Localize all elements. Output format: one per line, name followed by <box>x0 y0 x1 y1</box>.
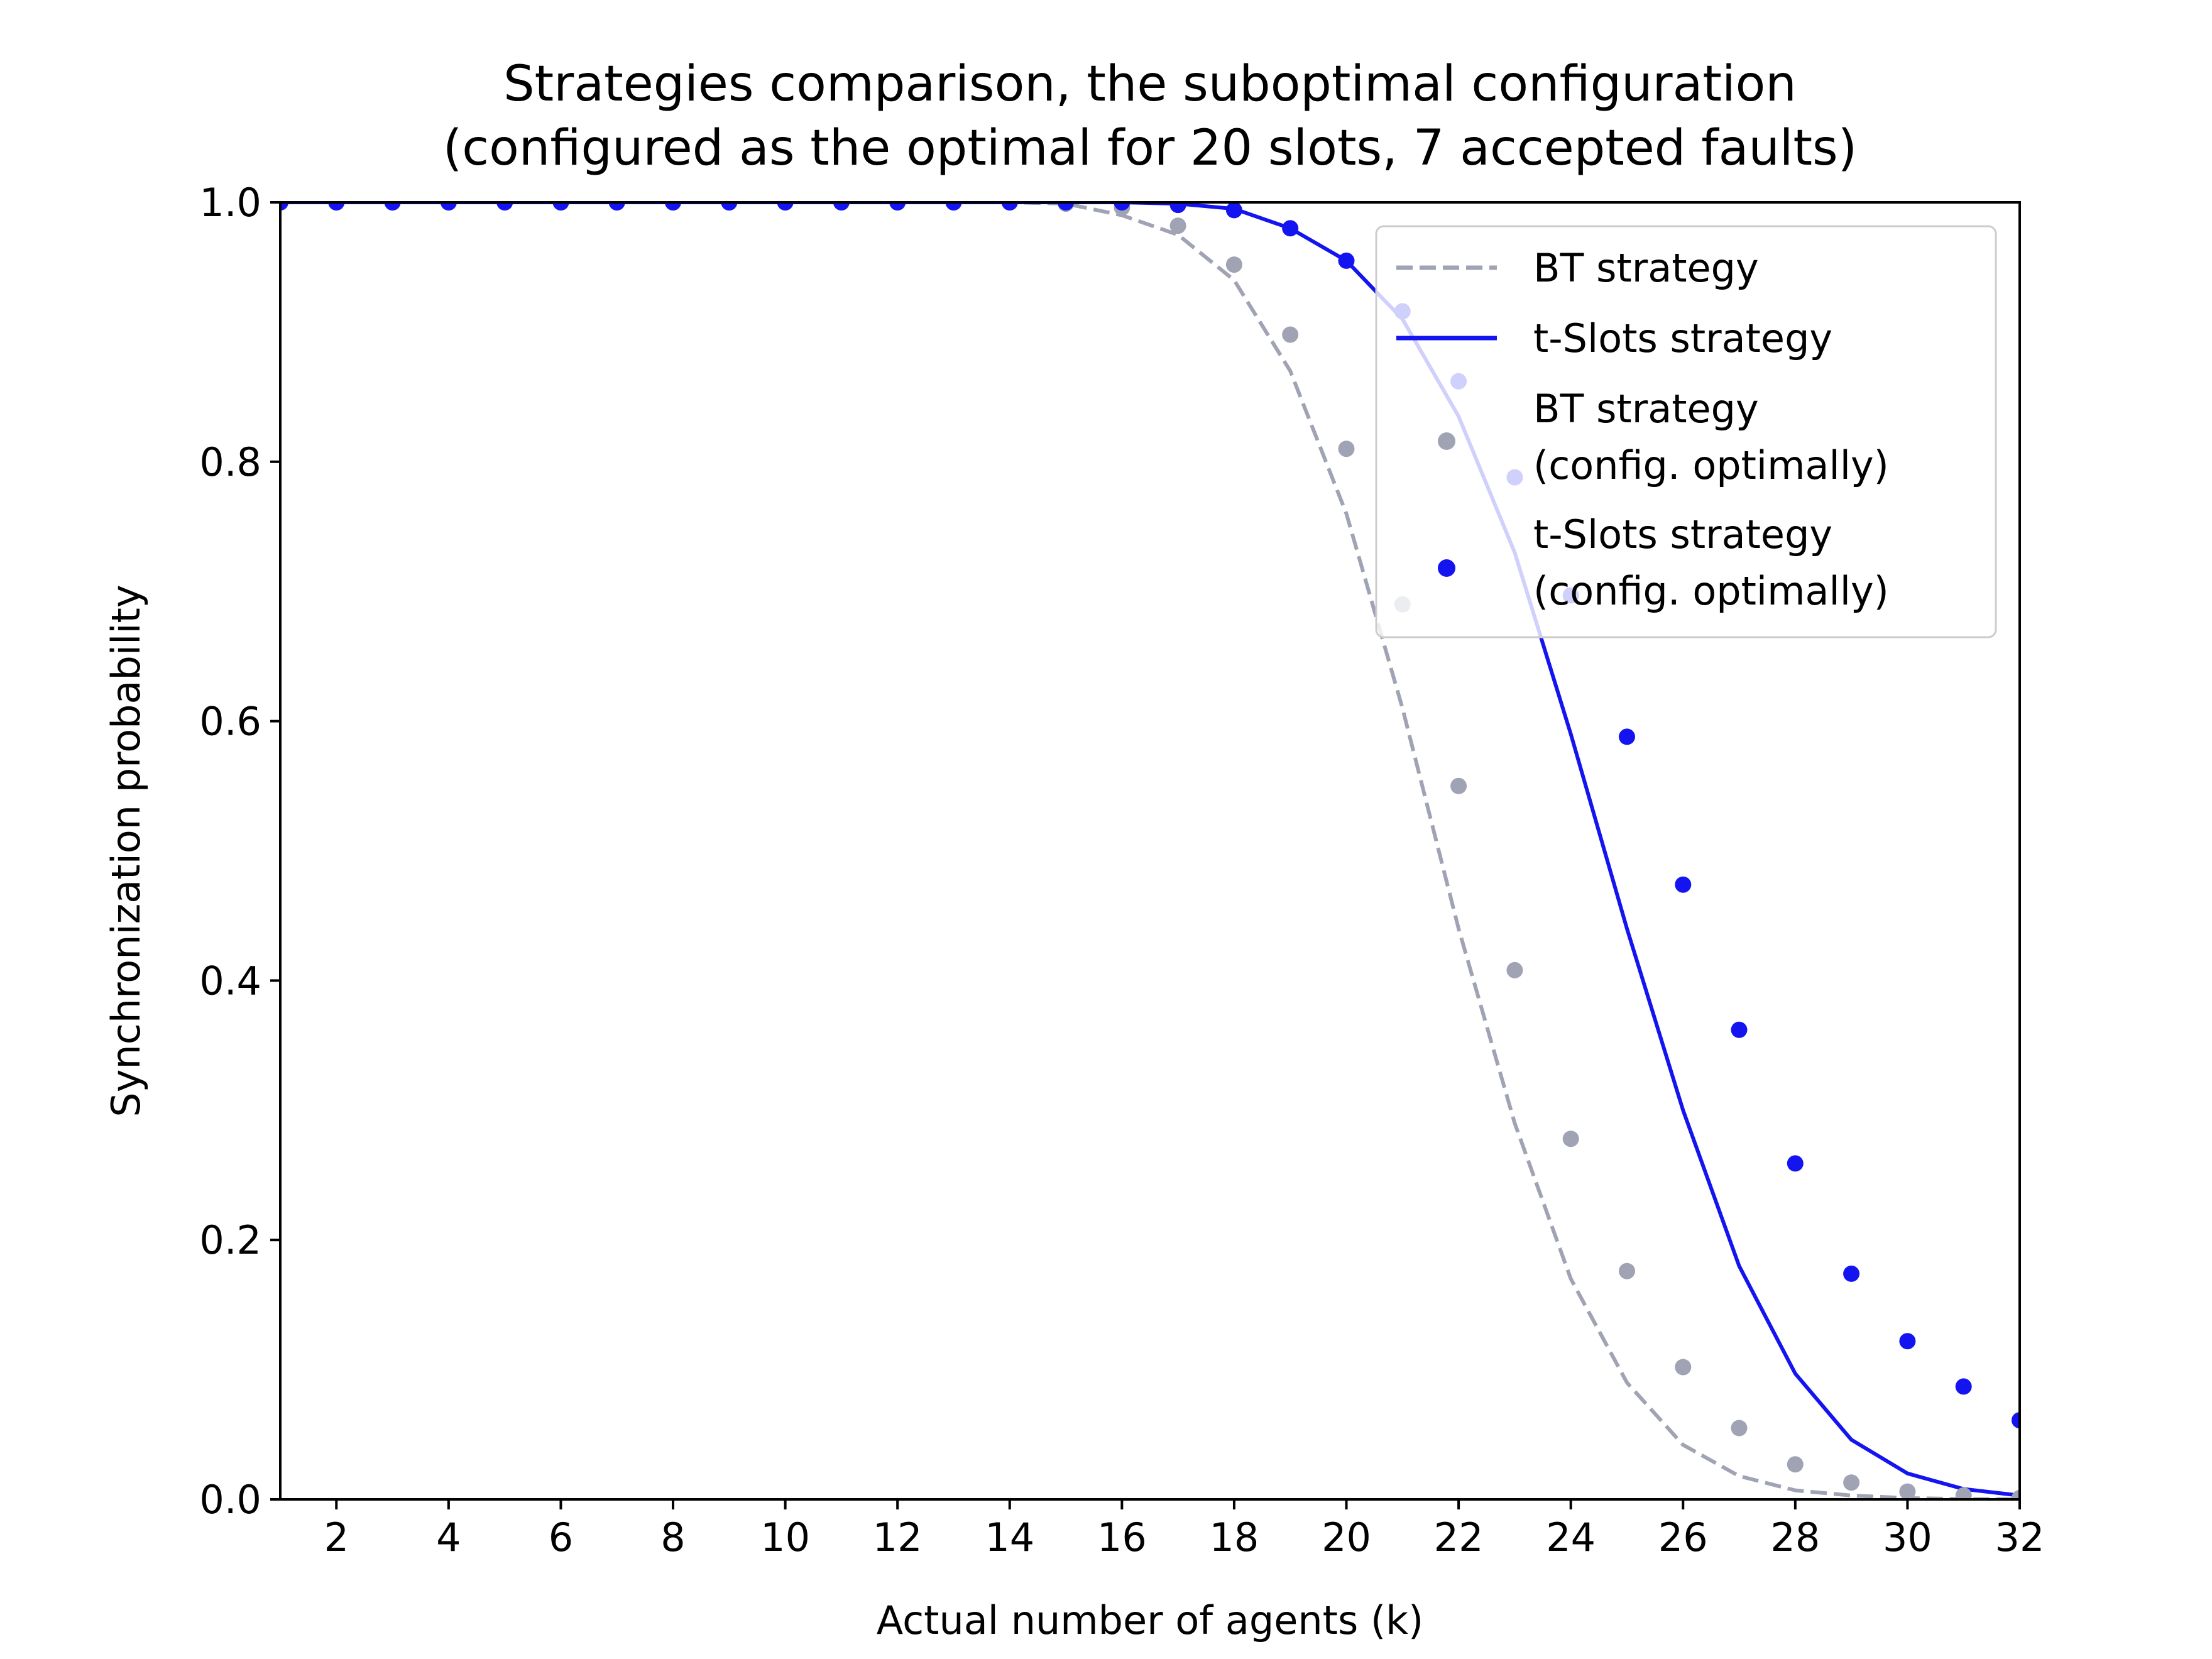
legend-entry-t-slots-strategy: t-Slots strategy <box>1396 315 1832 361</box>
data-point <box>1731 1021 1748 1038</box>
x-tick-label: 18 <box>1209 1514 1259 1560</box>
data-point <box>1225 202 1242 219</box>
x-tick-label: 30 <box>1883 1514 1932 1560</box>
legend-box <box>1375 225 1997 638</box>
x-tick-label: 4 <box>436 1514 461 1560</box>
data-point <box>1562 1131 1579 1147</box>
x-tick-label: 28 <box>1770 1514 1820 1560</box>
y-tick-label: 0.0 <box>199 1477 261 1523</box>
y-tick-label: 0.6 <box>199 699 261 745</box>
data-point <box>1114 202 1131 211</box>
x-tick-label: 22 <box>1434 1514 1484 1560</box>
data-point <box>1338 441 1355 457</box>
x-tick-label: 10 <box>760 1514 810 1560</box>
y-tick-label: 0.4 <box>199 958 261 1004</box>
data-point <box>1169 217 1186 234</box>
y-axis: 0.0 0.2 0.4 0.6 0.8 1.0 <box>199 180 280 1523</box>
data-point <box>1619 1262 1635 1279</box>
legend-label-bt-config-line-2: (config. optimally) <box>1533 442 1889 488</box>
data-point <box>1450 777 1467 794</box>
data-point <box>1225 256 1242 273</box>
chart-title-line-1: Strategies comparison, the suboptimal co… <box>503 56 1797 112</box>
data-point <box>1843 1474 1860 1491</box>
x-tick-label: 16 <box>1097 1514 1147 1560</box>
data-point <box>2012 1412 2020 1429</box>
legend-label-t-slots-config-line-2: (config. optimally) <box>1533 568 1889 614</box>
legend-entry-bt-strategy: BT strategy <box>1396 245 1759 291</box>
data-point <box>1787 1456 1804 1473</box>
data-point <box>1787 1155 1804 1172</box>
x-tick-label: 26 <box>1658 1514 1708 1560</box>
legend-label-t-slots-strategy: t-Slots strategy <box>1533 315 1832 361</box>
data-point <box>721 202 738 211</box>
data-point <box>1282 220 1299 237</box>
data-point <box>1169 202 1186 214</box>
x-tick-label: 32 <box>1995 1514 2045 1560</box>
axes-frame <box>279 201 2021 1501</box>
legend-entry-t-slots-config-optimally: t-Slots strategy (config. optimally) <box>1438 512 1889 614</box>
series-markers-t-slots-strategy-config-optimally <box>280 202 2020 1429</box>
x-tick-label: 20 <box>1322 1514 1371 1560</box>
y-axis-label: Synchronization probability <box>103 584 149 1117</box>
legend-label-bt-strategy: BT strategy <box>1533 245 1759 291</box>
y-tick-label: 1.0 <box>199 180 261 226</box>
x-tick-label: 14 <box>985 1514 1034 1560</box>
x-tick-label: 2 <box>324 1514 349 1560</box>
x-tick-label: 12 <box>873 1514 923 1560</box>
data-point <box>1843 1265 1860 1282</box>
legend-swatch-t-slots-markers <box>1438 559 1455 577</box>
x-tick-label: 8 <box>660 1514 685 1560</box>
data-point <box>665 202 681 211</box>
data-point <box>1899 1333 1916 1350</box>
data-point <box>1731 1420 1748 1437</box>
data-point <box>1675 1359 1692 1376</box>
x-tick-label: 24 <box>1546 1514 1596 1560</box>
data-point <box>1955 1487 1972 1499</box>
legend-entry-bt-config-optimally: BT strategy (config. optimally) <box>1438 386 1889 488</box>
chart-title-line-2: (configured as the optimal for 20 slots,… <box>443 120 1857 177</box>
data-point <box>777 202 794 211</box>
data-point <box>945 202 962 211</box>
data-point <box>280 202 288 211</box>
y-tick-label: 0.8 <box>199 439 261 485</box>
x-tick-label: 6 <box>549 1514 573 1560</box>
data-point <box>608 202 625 211</box>
data-point <box>1282 326 1299 343</box>
data-point <box>2012 1489 2020 1499</box>
data-point <box>1899 1483 1916 1499</box>
data-point <box>1506 961 1523 978</box>
data-point <box>1058 202 1075 211</box>
y-tick-label: 0.2 <box>199 1217 261 1263</box>
data-point <box>496 202 513 211</box>
data-point <box>1001 202 1018 211</box>
data-point <box>552 202 569 211</box>
legend-label-t-slots-config-line-1: t-Slots strategy <box>1533 512 1832 557</box>
x-axis: 2 4 6 8 10 12 14 16 18 20 22 24 26 28 30 32 <box>324 1499 2045 1560</box>
data-point <box>1955 1378 1972 1395</box>
data-point <box>384 202 401 211</box>
data-point <box>440 202 457 211</box>
legend: BT strategy t-Slots strategy BT strategy… <box>1375 225 1997 638</box>
data-point <box>833 202 850 211</box>
legend-swatch-bt-markers <box>1438 432 1455 450</box>
data-point <box>328 202 345 211</box>
chart-title: Strategies comparison, the suboptimal co… <box>443 56 1857 177</box>
data-point <box>1338 252 1355 269</box>
series-line-bt-strategy <box>280 202 2020 1499</box>
x-axis-label: Actual number of agents (k) <box>877 1597 1423 1643</box>
legend-label-bt-config-line-1: BT strategy <box>1533 386 1759 432</box>
data-point <box>889 202 906 211</box>
data-point <box>1619 728 1635 745</box>
data-point <box>1675 876 1692 893</box>
